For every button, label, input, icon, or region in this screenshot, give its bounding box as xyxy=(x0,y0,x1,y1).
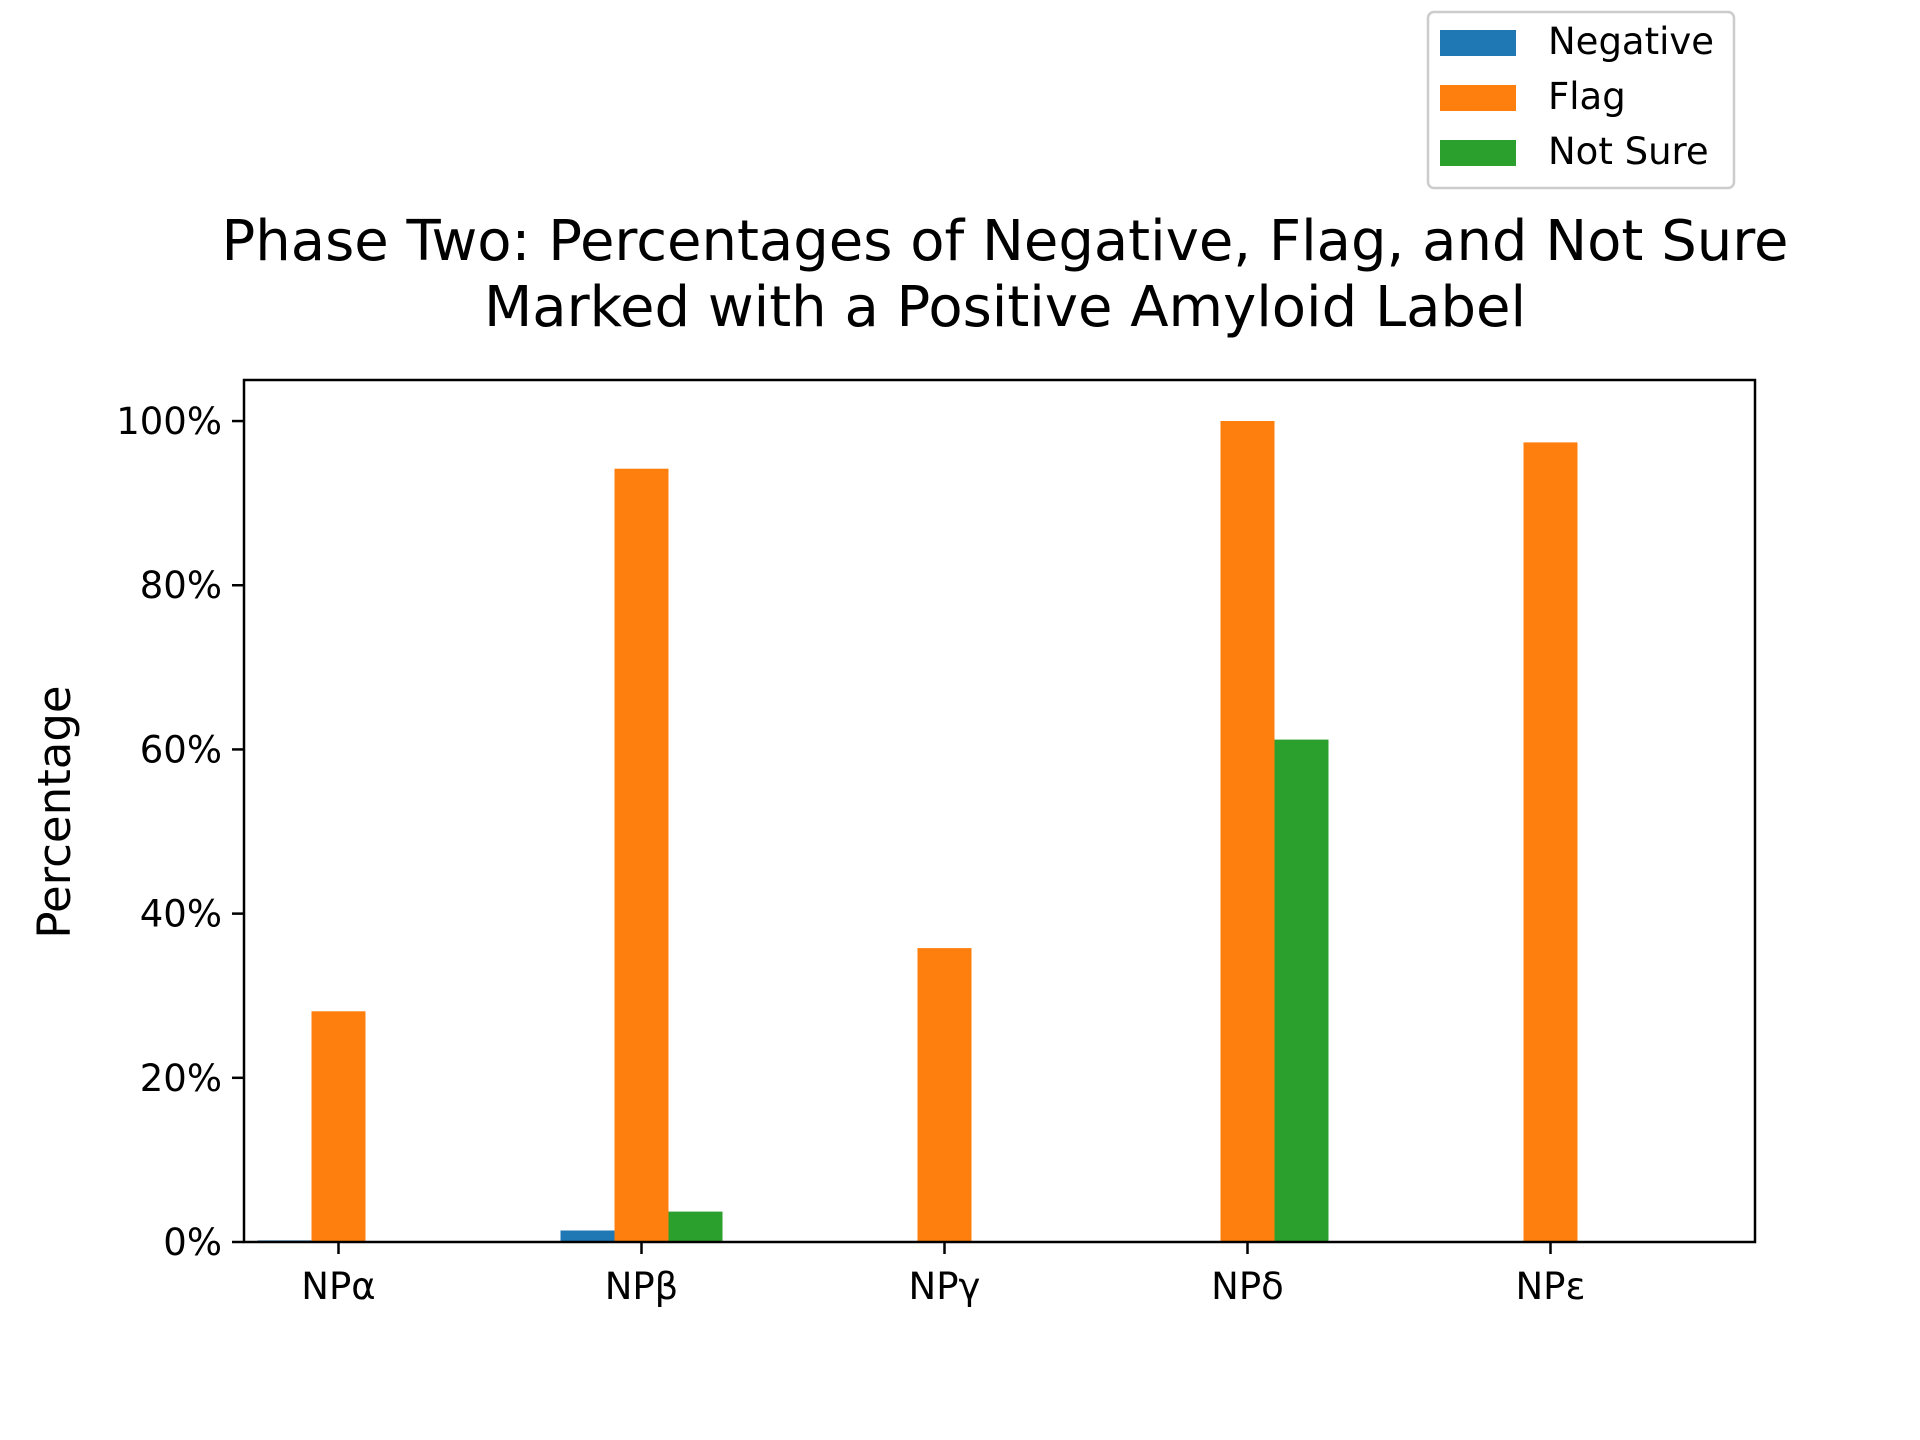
y-tick-label: 40% xyxy=(140,893,222,936)
legend-label-not-sure: Not Sure xyxy=(1548,130,1709,173)
legend-label-negative: Negative xyxy=(1548,20,1714,63)
chart-title-line1: Phase Two: Percentages of Negative, Flag… xyxy=(222,209,1789,274)
x-tick-label: NPγ xyxy=(909,1265,981,1308)
legend-swatch-negative xyxy=(1440,30,1516,56)
y-axis-label: Percentage xyxy=(28,685,81,938)
bar-not-sure-1 xyxy=(668,1211,723,1242)
y-tick-label: 0% xyxy=(163,1221,222,1264)
legend-label-flag: Flag xyxy=(1548,75,1626,118)
legend-swatch-not-sure xyxy=(1440,140,1516,166)
bar-flag-4 xyxy=(1523,442,1578,1242)
x-tick-label: NPα xyxy=(301,1265,375,1308)
plot-area-frame xyxy=(242,378,1757,1244)
bar-not-sure-3 xyxy=(1274,739,1329,1242)
bar-flag-2 xyxy=(917,948,972,1242)
bar-negative-1 xyxy=(560,1230,615,1242)
x-tick-label: NPδ xyxy=(1211,1265,1284,1308)
y-tick-label: 80% xyxy=(140,564,222,607)
y-tick-label: 100% xyxy=(116,400,222,443)
bar-flag-0 xyxy=(311,1011,366,1242)
y-tick-label: 20% xyxy=(140,1057,222,1100)
x-axis: NPα NPβ NPγ NPδ NPε xyxy=(301,1242,1586,1308)
legend-swatch-flag xyxy=(1440,85,1516,111)
chart-title: Phase Two: Percentages of Negative, Flag… xyxy=(222,209,1789,340)
bar-flag-1 xyxy=(614,468,669,1242)
y-tick-label: 60% xyxy=(140,728,222,771)
legend: Negative Flag Not Sure xyxy=(1426,10,1736,190)
y-axis: 0% 20% 40% 60% 80% 100% xyxy=(116,400,244,1264)
bars xyxy=(257,421,1578,1242)
x-tick-label: NPβ xyxy=(605,1265,679,1308)
chart-title-line2: Marked with a Positive Amyloid Label xyxy=(484,275,1526,340)
bar-flag-3 xyxy=(1220,421,1275,1242)
x-tick-label: NPε xyxy=(1516,1265,1586,1308)
